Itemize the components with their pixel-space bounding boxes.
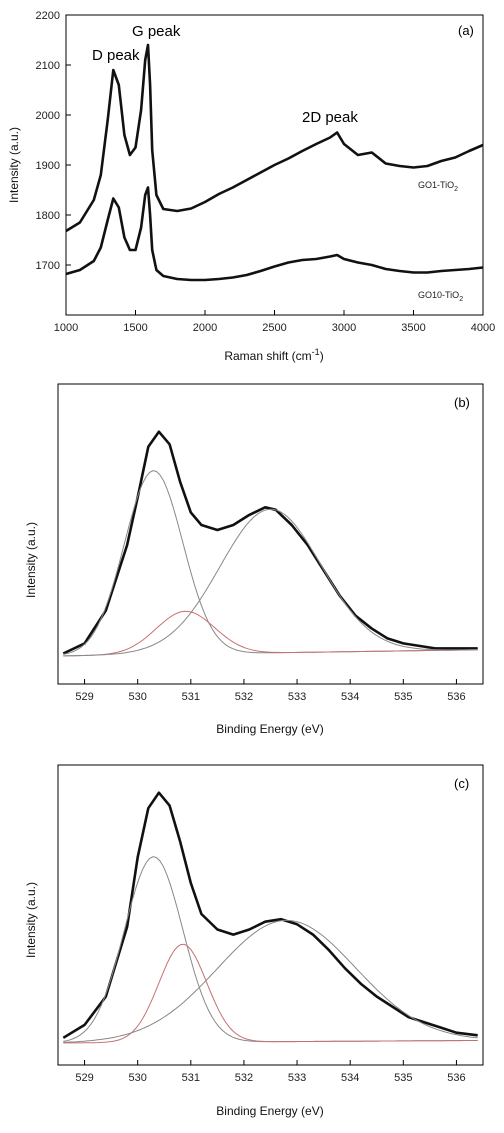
series-label-go1: GO1-TiO2 bbox=[418, 180, 458, 193]
xps-c-ticks: 529 530 531 532 533 534 535 536 bbox=[75, 1060, 466, 1084]
xps-panel-c: 529 530 531 532 533 534 535 536 (c) Intensity (… bbox=[24, 764, 484, 1118]
xps-b-series-line bbox=[62, 430, 478, 655]
raman-y-axis-title: Intensity (a.u.) bbox=[7, 127, 21, 203]
raman-panel-tag: (a) bbox=[458, 23, 474, 38]
series-label-go10: GO10-TiO2 bbox=[418, 290, 463, 303]
xps-b-x-tick-label: 536 bbox=[447, 691, 465, 703]
raman-x-tick-label: 3000 bbox=[332, 322, 356, 334]
xps-c-x-tick-label: 530 bbox=[129, 1072, 147, 1084]
xps-b-ticks: 529 530 531 532 533 534 535 536 bbox=[75, 679, 466, 703]
raman-y-tick-label: 1900 bbox=[36, 160, 60, 172]
xps-b-x-tick-label: 529 bbox=[75, 691, 93, 703]
annotation-d-peak: D peak bbox=[92, 47, 140, 64]
raman-ticks: 1000 1500 2000 2500 3000 3500 4000 1700 1800 1900… bbox=[36, 10, 496, 334]
xps-c-fit-component bbox=[63, 856, 478, 1043]
xps-b-x-tick-label: 535 bbox=[394, 691, 412, 703]
xps-c-fit-component bbox=[63, 919, 478, 1043]
xps-b-fit-component bbox=[63, 470, 478, 655]
xps-c-plot-frame bbox=[57, 764, 484, 1066]
raman-x-tick-label: 2000 bbox=[193, 322, 217, 334]
xps-c-x-axis-title: Binding Energy (eV) bbox=[216, 1104, 323, 1118]
xps-b-x-tick-label: 531 bbox=[182, 691, 200, 703]
xps-b-x-axis-title: Binding Energy (eV) bbox=[216, 722, 323, 736]
raman-x-axis-title: Raman shift (cm-1) bbox=[224, 347, 323, 363]
raman-y-tick-label: 2200 bbox=[36, 10, 60, 22]
raman-series-line bbox=[65, 186, 484, 282]
raman-y-tick-label: 1700 bbox=[36, 260, 60, 272]
raman-y-tick-label: 2000 bbox=[36, 110, 60, 122]
raman-panel: 1000 1500 2000 2500 3000 3500 4000 1700 1800 1900… bbox=[7, 10, 495, 363]
xps-c-series bbox=[62, 791, 478, 1044]
raman-x-tick-label: 3500 bbox=[401, 322, 425, 334]
xps-c-x-tick-label: 535 bbox=[394, 1072, 412, 1084]
raman-x-tick-label: 2500 bbox=[262, 322, 286, 334]
raman-y-tick-label: 1800 bbox=[36, 210, 60, 222]
xps-c-x-tick-label: 531 bbox=[182, 1072, 200, 1084]
xps-b-x-tick-label: 532 bbox=[235, 691, 253, 703]
xps-c-x-tick-label: 533 bbox=[288, 1072, 306, 1084]
raman-x-tick-label: 1500 bbox=[123, 322, 147, 334]
xps-b-fit-component bbox=[63, 508, 478, 657]
xps-b-plot-frame bbox=[57, 383, 484, 685]
xps-c-x-tick-label: 536 bbox=[447, 1072, 465, 1084]
xps-c-x-tick-label: 532 bbox=[235, 1072, 253, 1084]
xps-c-fit-component bbox=[63, 943, 478, 1044]
raman-x-tick-label: 1000 bbox=[54, 322, 78, 334]
annotation-g-peak: G peak bbox=[132, 23, 181, 40]
xps-b-panel-tag: (b) bbox=[454, 395, 470, 410]
xps-c-x-tick-label: 529 bbox=[75, 1072, 93, 1084]
xps-c-y-axis-title: Intensity (a.u.) bbox=[24, 882, 38, 958]
xps-b-series bbox=[62, 430, 478, 657]
xps-b-y-axis-title: Intensity (a.u.) bbox=[24, 522, 38, 598]
xps-b-fit-component bbox=[63, 610, 478, 657]
xps-c-series-line bbox=[62, 791, 478, 1039]
xps-b-x-tick-label: 530 bbox=[129, 691, 147, 703]
xps-b-x-tick-label: 534 bbox=[341, 691, 359, 703]
xps-c-x-tick-label: 534 bbox=[341, 1072, 359, 1084]
raman-series bbox=[65, 43, 484, 282]
raman-series-line bbox=[65, 43, 484, 233]
annotation-2d-peak: 2D peak bbox=[302, 109, 358, 126]
raman-y-tick-label: 2100 bbox=[36, 60, 60, 72]
xps-c-panel-tag: (c) bbox=[454, 776, 469, 791]
xps-b-x-tick-label: 533 bbox=[288, 691, 306, 703]
raman-x-tick-label: 4000 bbox=[471, 322, 495, 334]
xps-panel-b: 529 530 531 532 533 534 535 536 (b) Intensity (… bbox=[24, 383, 484, 736]
